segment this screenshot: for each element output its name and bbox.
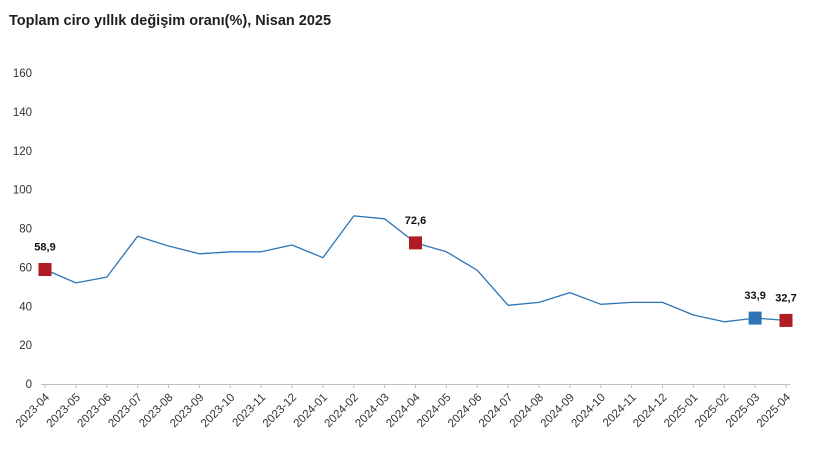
data-point [320, 255, 325, 260]
highlight-marker [748, 311, 762, 325]
data-point [166, 243, 171, 248]
data-label: 33,9 [744, 290, 765, 302]
data-point [722, 319, 727, 324]
y-tick-label: 40 [19, 301, 32, 313]
x-tick-label: 2024-10 [570, 392, 608, 430]
data-point [629, 300, 634, 305]
y-tick-label: 0 [26, 379, 32, 391]
y-tick-label: 140 [13, 107, 32, 119]
y-tick-label: 80 [19, 224, 32, 236]
data-point [73, 280, 78, 285]
data-point [598, 302, 603, 307]
data-point [506, 303, 511, 308]
highlight-marker [779, 313, 793, 327]
data-point [475, 268, 480, 273]
data-point [259, 249, 264, 254]
series-line [44, 215, 787, 323]
data-point [567, 290, 572, 295]
data-label: 72,6 [405, 215, 426, 227]
data-point [444, 249, 449, 254]
y-tick-label: 120 [13, 146, 32, 158]
data-point [660, 300, 665, 305]
data-point [382, 216, 387, 221]
data-point [135, 234, 140, 239]
x-tick-label: 2023-10 [199, 392, 237, 430]
data-point [290, 243, 295, 248]
data-point [537, 300, 542, 305]
data-point [104, 275, 109, 280]
x-tick-label: 2025-04 [755, 391, 794, 430]
highlight-marker [38, 263, 52, 277]
data-point [691, 312, 696, 317]
y-tick-label: 100 [13, 185, 32, 197]
data-label: 32,7 [775, 292, 796, 304]
data-point [351, 213, 356, 218]
y-tick-label: 60 [19, 262, 32, 274]
data-point [228, 249, 233, 254]
y-tick-label: 20 [19, 340, 32, 352]
data-label: 58,9 [34, 242, 55, 254]
data-point [197, 251, 202, 256]
highlight-marker [409, 236, 422, 250]
chart-title: Toplam ciro yıllık değişim oranı(%), Nis… [9, 13, 332, 29]
y-tick-label: 160 [13, 68, 32, 80]
